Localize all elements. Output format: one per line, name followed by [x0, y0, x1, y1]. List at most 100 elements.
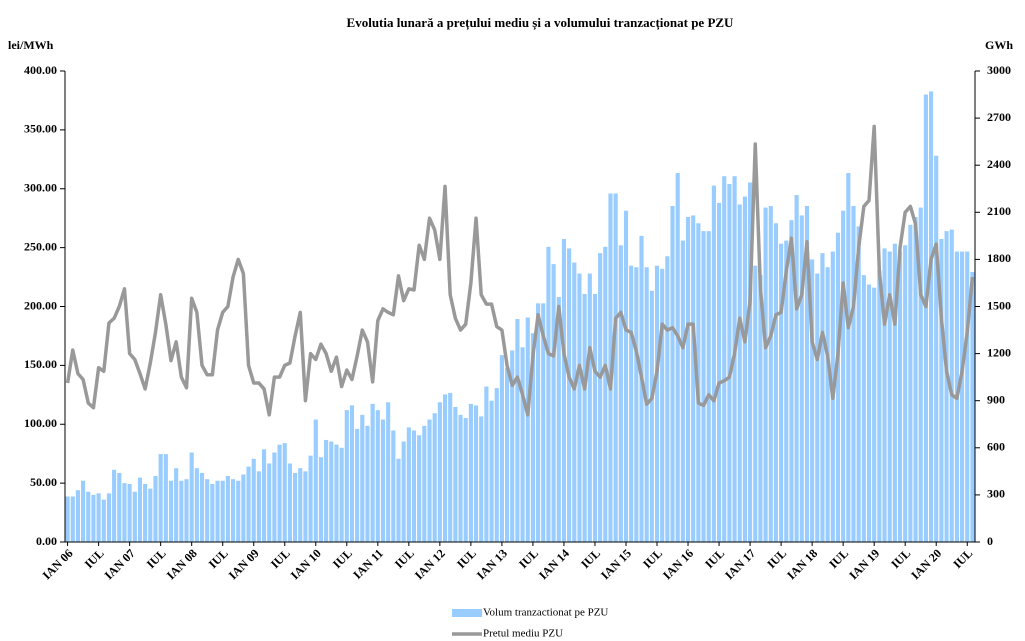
x-tick-label: IUL [640, 546, 665, 571]
bar [960, 251, 965, 543]
bar [784, 240, 789, 542]
y2-tick-label: 1500 [987, 298, 1011, 312]
bar [329, 441, 334, 542]
bar [820, 253, 825, 542]
x-tick-label: IUL [330, 546, 355, 571]
bar [282, 443, 287, 542]
y2-tick-label: 3000 [987, 63, 1011, 77]
bar [866, 284, 872, 542]
x-tick-label: IAN 11 [350, 546, 386, 582]
bar [603, 246, 608, 542]
bar [572, 262, 577, 542]
bar [613, 193, 618, 542]
bar [246, 466, 251, 542]
y2-axis-label: GWh [985, 38, 1013, 52]
bar [210, 483, 215, 542]
bar [665, 256, 670, 542]
bar [230, 479, 236, 542]
x-tick-label: IAN 07 [102, 546, 138, 582]
y2-tick-label: 300 [987, 487, 1005, 501]
y2-tick-label: 1800 [987, 251, 1011, 265]
bar [742, 196, 747, 542]
bar [168, 480, 174, 542]
bar [748, 182, 753, 542]
bar [887, 251, 892, 543]
bar [179, 480, 184, 542]
line-series [65, 124, 975, 417]
bar [701, 231, 706, 542]
bar [386, 402, 391, 542]
bar [779, 243, 784, 542]
x-tick-label: IAN 17 [722, 546, 758, 582]
x-tick-label: IUL [764, 546, 789, 571]
bar [815, 273, 820, 542]
bar [634, 267, 639, 542]
bar [205, 479, 210, 542]
bar [148, 488, 153, 542]
bar [846, 173, 851, 543]
y-tick-label: 300.00 [24, 181, 57, 195]
legend-swatch [452, 609, 482, 617]
bar [86, 491, 91, 542]
x-tick-label: IUL [82, 546, 107, 571]
y2-tick-label: 2100 [987, 204, 1011, 218]
x-tick-label: IAN 13 [474, 546, 510, 582]
bar [473, 405, 479, 542]
bar [344, 410, 349, 542]
bar [944, 231, 949, 542]
bar [65, 496, 70, 542]
bar [432, 413, 437, 542]
bar [758, 275, 763, 542]
bar [789, 220, 794, 542]
bar [324, 439, 329, 542]
bar [220, 480, 225, 542]
bar [251, 458, 256, 542]
legend-label: Pretul mediu PZU [483, 628, 563, 640]
x-tick-label: IUL [206, 546, 231, 571]
bar [101, 499, 106, 542]
bar [970, 271, 975, 542]
bar [505, 367, 510, 542]
y-tick-label: 150.00 [24, 357, 57, 371]
bar [132, 491, 137, 542]
x-tick-label: IUL [888, 546, 913, 571]
y-tick-label: 100.00 [24, 416, 57, 430]
bar [727, 184, 732, 543]
bar [153, 476, 158, 542]
y2-tick-label: 600 [987, 440, 1005, 454]
bar [639, 235, 644, 542]
y-tick-label: 250.00 [24, 239, 57, 253]
bar [163, 454, 168, 542]
bar [918, 207, 923, 542]
bar [318, 457, 324, 542]
bar [112, 469, 117, 542]
bar [680, 240, 685, 542]
bar [334, 444, 339, 542]
y-tick-label: 0.00 [36, 534, 57, 548]
x-tick-label: IAN 16 [660, 546, 696, 582]
bar [670, 206, 675, 542]
bar [225, 476, 230, 542]
bar [287, 463, 292, 542]
bar [649, 290, 654, 542]
bar [561, 238, 567, 543]
bar [546, 246, 551, 542]
bar [587, 273, 592, 542]
bar [577, 273, 582, 542]
x-tick-label: IAN 09 [226, 546, 262, 582]
bar [75, 490, 80, 542]
bar [158, 454, 163, 542]
bar [654, 265, 660, 542]
bar [753, 265, 758, 542]
x-tick-label: IAN 14 [536, 546, 572, 582]
bar [716, 202, 722, 542]
bar [194, 468, 199, 542]
x-tick-label: IUL [454, 546, 479, 571]
bar [272, 452, 277, 542]
bar [463, 417, 468, 542]
bar [598, 253, 603, 542]
bar [592, 293, 598, 542]
bar [737, 204, 742, 542]
bar [375, 410, 380, 542]
bar [122, 483, 127, 542]
